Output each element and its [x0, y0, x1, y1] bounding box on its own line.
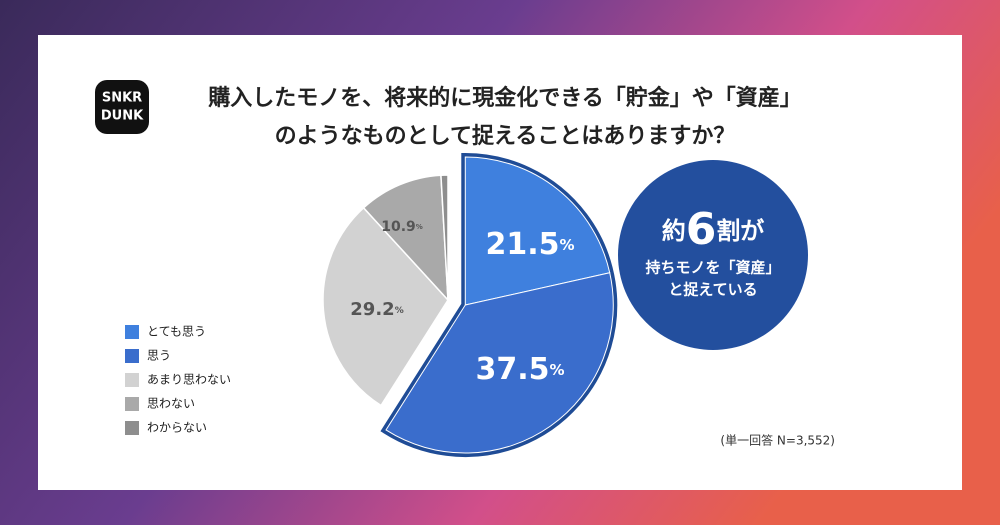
legend-swatch	[125, 397, 139, 411]
legend-label: 思う	[147, 349, 171, 363]
legend-swatch	[125, 421, 139, 435]
chart-title: のようなものとして捉えることはありますか？	[275, 124, 736, 149]
legend-label: わからない	[147, 421, 207, 435]
legend-swatch	[125, 325, 139, 339]
logo-box	[95, 80, 149, 134]
logo-text: DUNK	[101, 109, 144, 124]
data-label: 21.5%	[485, 227, 574, 262]
data-label: 37.5%	[475, 352, 564, 387]
callout-text: と捉えている	[668, 281, 757, 299]
pie-slice	[322, 206, 449, 407]
legend-label: とても思う	[147, 325, 206, 339]
pie-slice	[362, 174, 449, 303]
data-label: 29.2%	[350, 299, 403, 320]
data-label: 10.9%	[381, 219, 423, 235]
legend-swatch	[125, 373, 139, 387]
legend-label: 思わない	[147, 397, 195, 411]
pie-slice	[385, 272, 614, 454]
pie-slice	[464, 156, 611, 306]
callout-text: 持ちモノを「資産」	[645, 259, 780, 277]
chart-title: 購入したモノを、将来的に現金化できる「貯金」や「資産」	[208, 85, 802, 111]
logo-text: SNKR	[102, 91, 142, 106]
callout-circle	[618, 160, 808, 350]
callout-text: 約6割が	[662, 204, 765, 255]
note: (単一回答 N=3,552)	[720, 433, 835, 448]
legend-swatch	[125, 349, 139, 363]
pie-slice	[440, 174, 449, 301]
legend-label: あまり思わない	[147, 373, 231, 387]
